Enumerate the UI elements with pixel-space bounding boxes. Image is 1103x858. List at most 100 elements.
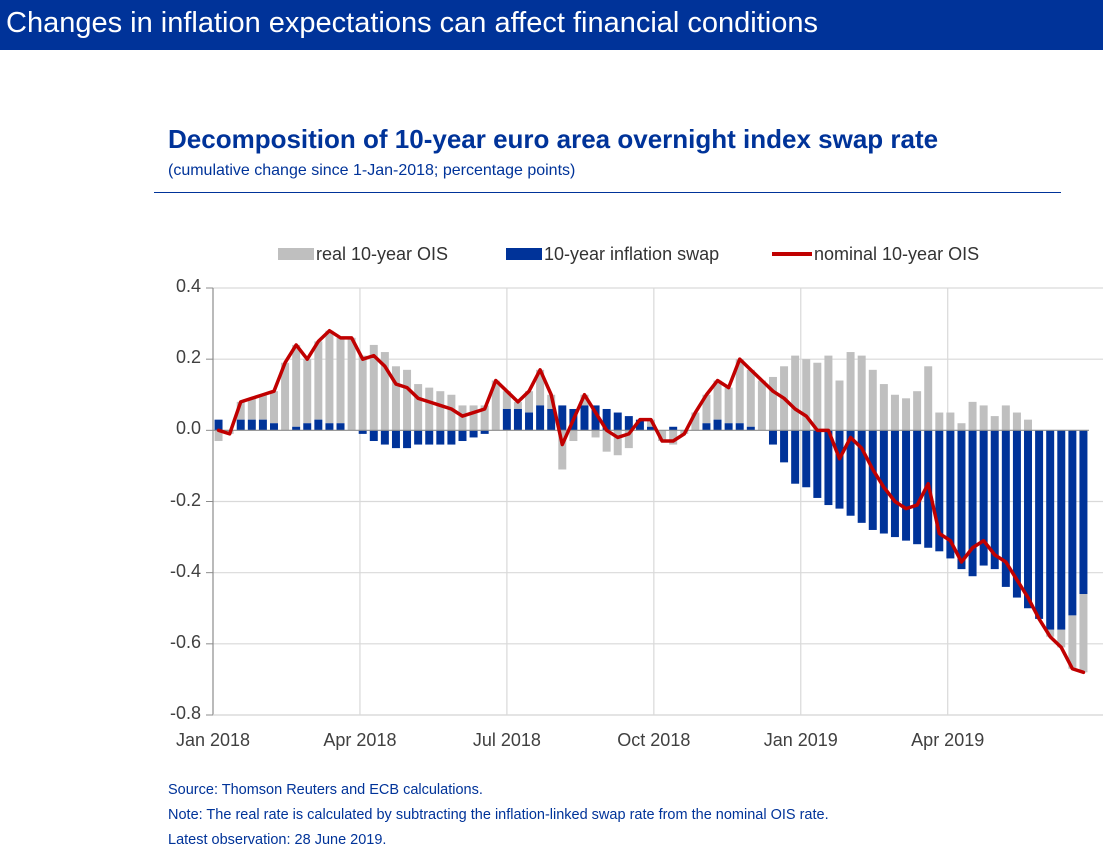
page-title: Changes in inflation expectations can af… <box>6 7 818 39</box>
real-ois-bar <box>1001 405 1010 431</box>
inflation-swap-bar <box>1024 430 1032 609</box>
x-tick-label: Jan 2018 <box>175 730 251 750</box>
inflation-swap-bar <box>1068 430 1077 616</box>
inflation-swap-bar <box>591 405 600 431</box>
x-tick-label: Oct 2018 <box>617 730 691 750</box>
inflation-swap-bar <box>1035 430 1044 619</box>
inflation-swap-bar <box>1046 430 1055 630</box>
inflation-swap-bar <box>713 419 722 431</box>
x-tick-label: Jul 2018 <box>472 730 541 750</box>
real-ois-bar <box>281 362 290 431</box>
inflation-swap-bar <box>624 416 633 431</box>
chart-subtitle: (cumulative change since 1-Jan-2018; per… <box>168 162 576 179</box>
real-ois-bar <box>325 330 334 424</box>
real-ois-bar <box>1079 594 1088 673</box>
inflation-swap-bar <box>303 423 312 431</box>
legend-item-nominal: nominal 10-year OIS <box>772 244 979 264</box>
real-ois-bar <box>214 430 223 442</box>
inflation-swap-bar <box>502 408 511 431</box>
inflation-swap-bar <box>1001 430 1010 587</box>
legend-label-inflation: 10-year inflation swap <box>544 243 720 264</box>
inflation-swap-bar <box>314 419 323 431</box>
legend-item-real: real 10-year OIS <box>278 244 448 264</box>
inflation-swap-bar <box>1012 430 1021 598</box>
real-ois-bar <box>436 391 445 431</box>
y-tick-label: -0.6 <box>169 631 201 652</box>
inflation-swap-bar <box>746 426 755 431</box>
real-ois-bar <box>702 394 711 424</box>
real-ois-bar <box>846 352 855 431</box>
real-ois-bar <box>236 401 245 420</box>
real-ois-bar <box>1012 412 1021 431</box>
inflation-swap-bar <box>835 430 844 509</box>
real-ois-bar <box>968 401 977 431</box>
inflation-swap-bar <box>292 426 301 431</box>
inflation-swap-bar <box>513 408 522 431</box>
real-ois-bar <box>857 355 866 431</box>
inflation-swap-bar <box>902 430 911 541</box>
inflation-swap-bar <box>547 408 556 431</box>
inflation-swap-bar <box>968 430 977 577</box>
real-ois-bar <box>1024 419 1032 431</box>
inflation-swap-bar <box>558 405 567 431</box>
inflation-swap-bar <box>369 430 378 442</box>
inflation-swap-bar <box>913 430 922 545</box>
inflation-swap-bar <box>979 430 988 566</box>
inflation-swap-bar <box>647 426 655 431</box>
inflation-swap-bar <box>391 430 400 449</box>
y-tick-label: -0.4 <box>169 560 201 581</box>
real-ois-bar <box>724 387 733 424</box>
inflation-swap-bar <box>458 430 467 442</box>
inflation-swap-bar <box>358 430 367 434</box>
inflation-swap-bar <box>525 412 534 431</box>
axes <box>206 287 1103 716</box>
inflation-swap-bar <box>768 430 777 445</box>
real-ois-bar <box>979 405 988 431</box>
real-ois-bar <box>735 359 744 424</box>
legend-label-nominal: nominal 10-year OIS <box>814 243 980 264</box>
real-ois-bar <box>935 412 944 431</box>
y-tick-label: 0.4 <box>175 276 201 296</box>
legend-item-inflation: 10-year inflation swap <box>506 244 719 264</box>
inflation-swap-bar <box>802 430 811 488</box>
real-ois-bar <box>613 430 622 456</box>
real-ois-bar <box>558 430 567 470</box>
inflation-swap-bar <box>580 405 589 431</box>
inflation-swap-bar <box>813 430 822 498</box>
legend-label-real: real 10-year OIS <box>316 243 449 264</box>
source-note: Source: Thomson Reuters and ECB calculat… <box>168 782 483 798</box>
latest-observation-note: Latest observation: 28 June 2019. <box>168 832 387 848</box>
real-ois-bar <box>669 430 678 445</box>
real-ois-bar <box>802 359 811 431</box>
real-ois-bar <box>946 412 955 431</box>
real-ois-bar <box>990 416 999 431</box>
real-ois-bar <box>691 412 700 431</box>
x-tick-label: Apr 2018 <box>323 730 397 750</box>
inflation-swap-bar <box>1079 430 1088 595</box>
real-ois-bar <box>513 401 522 409</box>
real-ois-bar <box>835 380 844 431</box>
real-ois-bar <box>536 369 545 406</box>
real-ois-bar <box>491 380 500 431</box>
real-ois-bar <box>314 341 323 420</box>
real-ois-bar <box>403 369 412 431</box>
inflation-swap-bar <box>536 405 545 431</box>
inflation-swap-bar <box>879 430 888 534</box>
nominal-ois-line <box>216 328 1086 675</box>
real-ois-bar <box>913 391 922 431</box>
legend-swatch-real <box>278 248 314 260</box>
real-ois-bar <box>569 430 578 442</box>
real-ois-bar <box>890 394 899 431</box>
real-ois-bar <box>469 405 478 431</box>
inflation-swap-bar <box>946 430 955 559</box>
real-ois-bar <box>580 394 589 406</box>
real-ois-bar <box>358 355 367 431</box>
x-tick-label: Apr 2019 <box>911 730 985 750</box>
real-ois-bar <box>957 423 966 431</box>
header-banner: Changes in inflation expectations can af… <box>0 0 1103 50</box>
real-ois-bar <box>369 344 378 431</box>
real-ois-bar <box>879 384 888 431</box>
y-tick-label: 0.0 <box>175 418 201 439</box>
real-ois-bar <box>458 405 467 431</box>
